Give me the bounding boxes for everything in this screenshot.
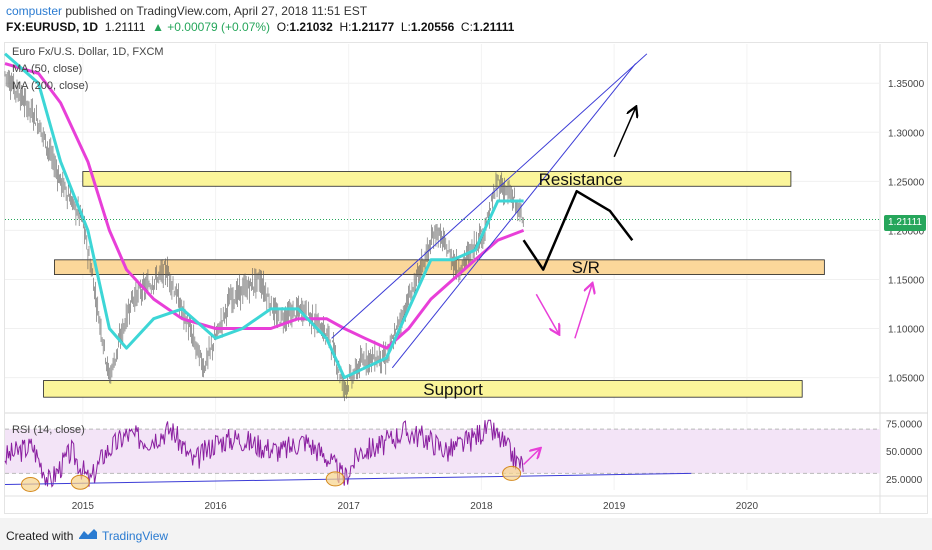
tradingview-link[interactable]: TradingView — [102, 529, 169, 543]
rsi-highlight-circle — [325, 471, 345, 487]
rsi-title: RSI (14, close) — [12, 424, 85, 436]
rsi-trendline — [4, 472, 692, 485]
legend-ma50: MA (50, close) — [12, 63, 83, 75]
y-tick-label: 1.20000 — [888, 226, 925, 237]
zone-support — [43, 380, 803, 398]
y-tick-label: 1.25000 — [888, 177, 925, 188]
rsi-tick-label: 50.0000 — [886, 447, 923, 458]
header-bar: compuster published on TradingView.com, … — [0, 0, 932, 40]
trendline-2 — [391, 63, 637, 369]
x-tick-label: 2020 — [736, 501, 759, 512]
symbol-label: FX:EURUSD, 1D — [6, 20, 99, 34]
projection-path — [522, 189, 634, 271]
y-tick-label: 1.10000 — [888, 325, 925, 336]
chart-title: Euro Fx/U.S. Dollar, 1D, FXCM — [12, 46, 164, 58]
high-label: H: — [339, 20, 352, 34]
close-label: C: — [460, 20, 473, 34]
ma50-line — [4, 52, 524, 380]
publish-info: published on TradingView.com, April 27, … — [65, 4, 368, 18]
y-tick-label: 1.30000 — [888, 128, 925, 139]
high-value: 1.21177 — [351, 20, 395, 34]
quote-line: FX:EURUSD, 1D 1.21111 ▲ +0.00079 (+0.07%… — [6, 20, 514, 34]
rsi-highlight-circle — [502, 465, 522, 481]
trendline-1 — [331, 53, 648, 339]
footer-bar: Created with TradingView — [0, 518, 932, 550]
low-value: 1.20556 — [410, 20, 455, 34]
projection-arrow — [613, 108, 635, 158]
rsi-highlight-circle — [20, 476, 40, 492]
price-badge: 1.21111 — [884, 215, 926, 231]
rsi-tick-label: 25.0000 — [886, 475, 923, 486]
price-change: ▲ +0.00079 (+0.07%) — [152, 20, 271, 34]
last-price: 1.21111 — [104, 20, 146, 34]
legend-ma200: MA (200, close) — [12, 80, 89, 92]
y-tick-label: 1.15000 — [888, 275, 925, 286]
zone-resistance — [82, 171, 792, 187]
created-with-label: Created with — [6, 529, 74, 543]
open-label: O: — [276, 20, 290, 34]
projection-arrow — [574, 284, 592, 339]
x-tick-label: 2016 — [204, 501, 227, 512]
rsi-tick-label: 75.0000 — [886, 420, 923, 431]
rsi-line — [4, 419, 524, 488]
zone-label: Support — [423, 380, 483, 399]
rsi-projection-arrow — [523, 449, 540, 466]
x-tick-label: 2017 — [338, 501, 361, 512]
x-tick-label: 2018 — [470, 501, 493, 512]
price-chart[interactable]: 1.35000 1.30000 1.25000 1.20000 1.15000 1.100… — [0, 0, 932, 518]
rsi-highlight-circle — [70, 474, 90, 490]
y-tick-label: 1.05000 — [888, 374, 925, 385]
zone-label: S/R — [572, 258, 600, 277]
x-tick-label: 2015 — [72, 501, 95, 512]
projection-arrow — [535, 293, 558, 333]
open-value: 1.21032 — [289, 20, 333, 34]
author-link[interactable]: compuster — [6, 4, 63, 18]
close-value: 1.21111 — [472, 20, 515, 34]
rsi-band — [5, 429, 880, 474]
low-label: L: — [400, 20, 411, 34]
publish-line: compuster published on TradingView.com, … — [6, 4, 367, 18]
tradingview-logo-icon[interactable] — [78, 527, 98, 541]
x-tick-label: 2019 — [603, 501, 626, 512]
ma200-line — [4, 62, 525, 350]
y-tick-label: 1.35000 — [888, 79, 925, 90]
zone-label: Resistance — [539, 170, 623, 189]
